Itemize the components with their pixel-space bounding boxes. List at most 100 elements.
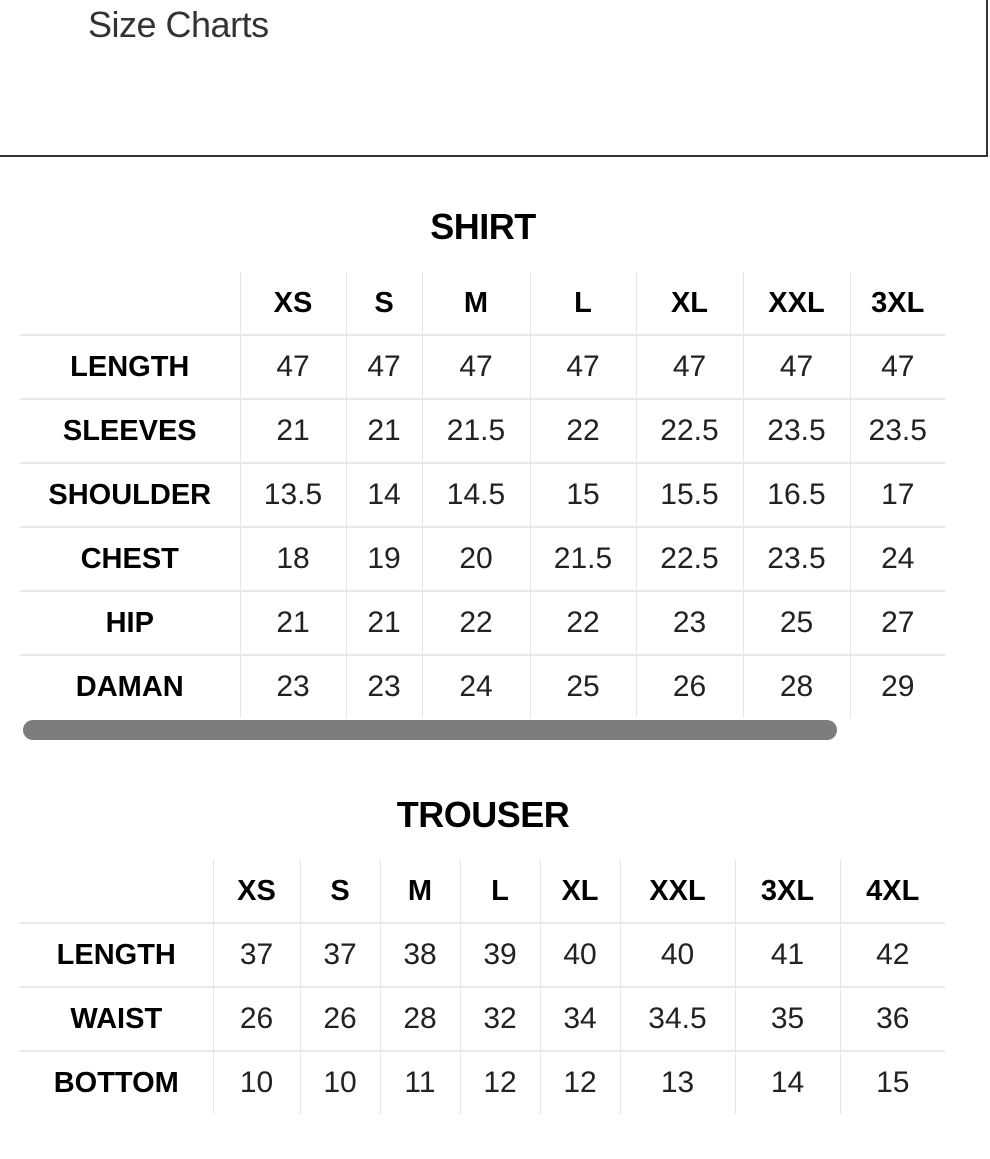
table-row: CHEST 18 19 20 21.5 22.5 23.5 24 xyxy=(20,527,945,592)
table-row: SLEEVES 21 21 21.5 22 22.5 23.5 23.5 xyxy=(20,399,945,464)
measurement-cell: 38 xyxy=(379,923,460,988)
page-title: Size Charts xyxy=(88,4,269,45)
size-header: 4XL xyxy=(839,860,945,924)
row-label: BOTTOM xyxy=(53,1066,179,1099)
measurement-cell: 14 xyxy=(734,1051,840,1114)
size-header: 3XL xyxy=(849,272,945,336)
measurement-cell: 22.5 xyxy=(635,399,743,464)
measurement-cell: 16.5 xyxy=(742,463,850,528)
measurement-cell: 34.5 xyxy=(619,987,735,1052)
measurement-cell: 22.5 xyxy=(635,527,743,592)
measurement-cell: 20 xyxy=(421,527,530,592)
row-label: CHEST xyxy=(20,527,240,592)
measurement-cell: 28 xyxy=(379,987,460,1052)
table-row: DAMAN 23 23 24 25 26 28 29 xyxy=(20,655,945,718)
measurement-cell: 23 xyxy=(239,655,346,718)
measurement-cell: 21.5 xyxy=(421,399,530,464)
measurement-cell: 21.5 xyxy=(529,527,636,592)
size-header: M xyxy=(421,272,530,336)
measurement-cell: 47 xyxy=(239,335,346,400)
table-row: SHOULDER 13.5 14 14.5 15 15.5 16.5 17 xyxy=(20,463,945,528)
measurement-cell: 11 xyxy=(379,1051,460,1114)
measurement-cell: 40 xyxy=(539,923,620,988)
measurement-cell: 22 xyxy=(529,399,636,464)
measurement-cell: 26 xyxy=(212,987,300,1052)
horizontal-scrollbar[interactable] xyxy=(23,720,837,740)
row-label: SLEEVES xyxy=(20,399,240,464)
size-header: XL xyxy=(635,272,743,336)
row-label: SHOULDER xyxy=(20,463,240,528)
size-header: S xyxy=(299,860,380,924)
measurement-cell: 10 xyxy=(299,1051,380,1114)
measurement-cell: 10 xyxy=(212,1051,300,1114)
measurement-cell: 36 xyxy=(839,987,945,1052)
measurement-cell: 29 xyxy=(849,655,945,718)
measurement-cell: 14.5 xyxy=(421,463,530,528)
shirt-size-table: XS S M L XL XXL 3XL LENGTH 47 47 47 47 47 47 47 SLEEVES… xyxy=(20,272,945,718)
row-label: LENGTH xyxy=(20,923,213,988)
size-header: 3XL xyxy=(734,860,840,924)
shirt-heading: SHIRT xyxy=(430,206,536,247)
measurement-cell: 35 xyxy=(734,987,840,1052)
size-header: XXL xyxy=(619,860,735,924)
measurement-cell: 21 xyxy=(345,591,422,656)
size-header: XXL xyxy=(742,272,850,336)
size-header: XS xyxy=(239,272,346,336)
header-row: XS S M L XL XXL 3XL xyxy=(20,272,945,336)
size-header: S xyxy=(345,272,422,336)
measurement-cell: 19 xyxy=(345,527,422,592)
measurement-cell: 21 xyxy=(239,591,346,656)
size-header: M xyxy=(379,860,460,924)
measurement-cell: 22 xyxy=(421,591,530,656)
measurement-cell: 39 xyxy=(459,923,540,988)
measurement-cell: 47 xyxy=(849,335,945,400)
measurement-cell: 18 xyxy=(239,527,346,592)
measurement-cell: 22 xyxy=(529,591,636,656)
table-row: LENGTH 37 37 38 39 40 40 41 42 xyxy=(20,923,945,988)
measurement-cell: 13 xyxy=(619,1051,735,1114)
measurement-cell: 13.5 xyxy=(239,463,346,528)
measurement-cell: 26 xyxy=(635,655,743,718)
measurement-cell: 32 xyxy=(459,987,540,1052)
measurement-cell: 24 xyxy=(421,655,530,718)
measurement-cell: 17 xyxy=(849,463,945,528)
measurement-cell: 26 xyxy=(299,987,380,1052)
measurement-cell: 37 xyxy=(212,923,300,988)
row-label: LENGTH xyxy=(20,335,240,400)
measurement-cell: 21 xyxy=(345,399,422,464)
measurement-cell: 27 xyxy=(849,591,945,656)
measurement-cell: 41 xyxy=(734,923,840,988)
measurement-cell: 37 xyxy=(299,923,380,988)
measurement-cell: 42 xyxy=(839,923,945,988)
row-label: DAMAN xyxy=(75,670,184,703)
measurement-cell: 15.5 xyxy=(635,463,743,528)
table-row: BOTTOM 10 10 11 12 12 13 14 15 xyxy=(20,1051,945,1114)
measurement-cell: 25 xyxy=(529,655,636,718)
measurement-cell: 23.5 xyxy=(742,399,850,464)
measurement-cell: 15 xyxy=(839,1051,945,1114)
measurement-cell: 47 xyxy=(529,335,636,400)
measurement-cell: 47 xyxy=(742,335,850,400)
size-header: L xyxy=(459,860,540,924)
row-label: WAIST xyxy=(20,987,213,1052)
size-header: XL xyxy=(539,860,620,924)
measurement-cell: 47 xyxy=(345,335,422,400)
measurement-cell: 34 xyxy=(539,987,620,1052)
table-row: WAIST 26 26 28 32 34 34.5 35 36 xyxy=(20,987,945,1052)
corner-cell xyxy=(20,272,240,336)
table-row: LENGTH 47 47 47 47 47 47 47 xyxy=(20,335,945,400)
measurement-cell: 47 xyxy=(421,335,530,400)
size-header: L xyxy=(529,272,636,336)
measurement-cell: 23.5 xyxy=(742,527,850,592)
trouser-size-table: XS S M L XL XXL 3XL 4XL LENGTH 37 37 38 39 40 40 41 42 WA… xyxy=(20,860,945,1114)
trouser-heading: TROUSER xyxy=(396,794,570,835)
size-header: XS xyxy=(212,860,300,924)
measurement-cell: 23.5 xyxy=(849,399,945,464)
measurement-cell: 23 xyxy=(635,591,743,656)
measurement-cell: 24 xyxy=(849,527,945,592)
row-label: HIP xyxy=(20,591,240,656)
measurement-cell: 21 xyxy=(239,399,346,464)
header-row: XS S M L XL XXL 3XL 4XL xyxy=(20,860,945,924)
measurement-cell: 14 xyxy=(345,463,422,528)
measurement-cell: 47 xyxy=(635,335,743,400)
